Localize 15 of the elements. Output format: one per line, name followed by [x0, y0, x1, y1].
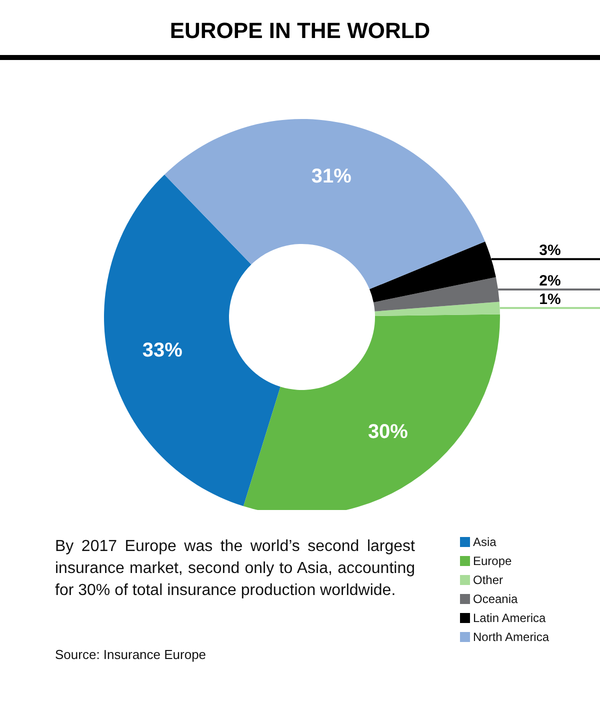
source-note: Source: Insurance Europe [55, 647, 206, 662]
data-label: 2% [539, 272, 561, 290]
data-label: 30% [368, 420, 408, 443]
legend-label: Asia [473, 534, 496, 548]
text: By 2017 Europe was the world’s second largest insurance market, second only to Asia, accounting for 30% of total insurance production worldwide. [55, 537, 415, 601]
legend-label: Other [473, 572, 504, 586]
data-label: 3% [539, 242, 561, 260]
data-label: 33% [142, 339, 183, 362]
legend-label: Europe [473, 554, 512, 568]
legend-label: Oceania [473, 592, 518, 606]
chart-title: EUROPE IN THE WORLD [168, 18, 432, 44]
legend-label: North America [473, 630, 550, 644]
data-label: 1% [539, 291, 561, 308]
legend-label: Latin America [473, 610, 546, 624]
data-label: 31% [311, 166, 352, 188]
